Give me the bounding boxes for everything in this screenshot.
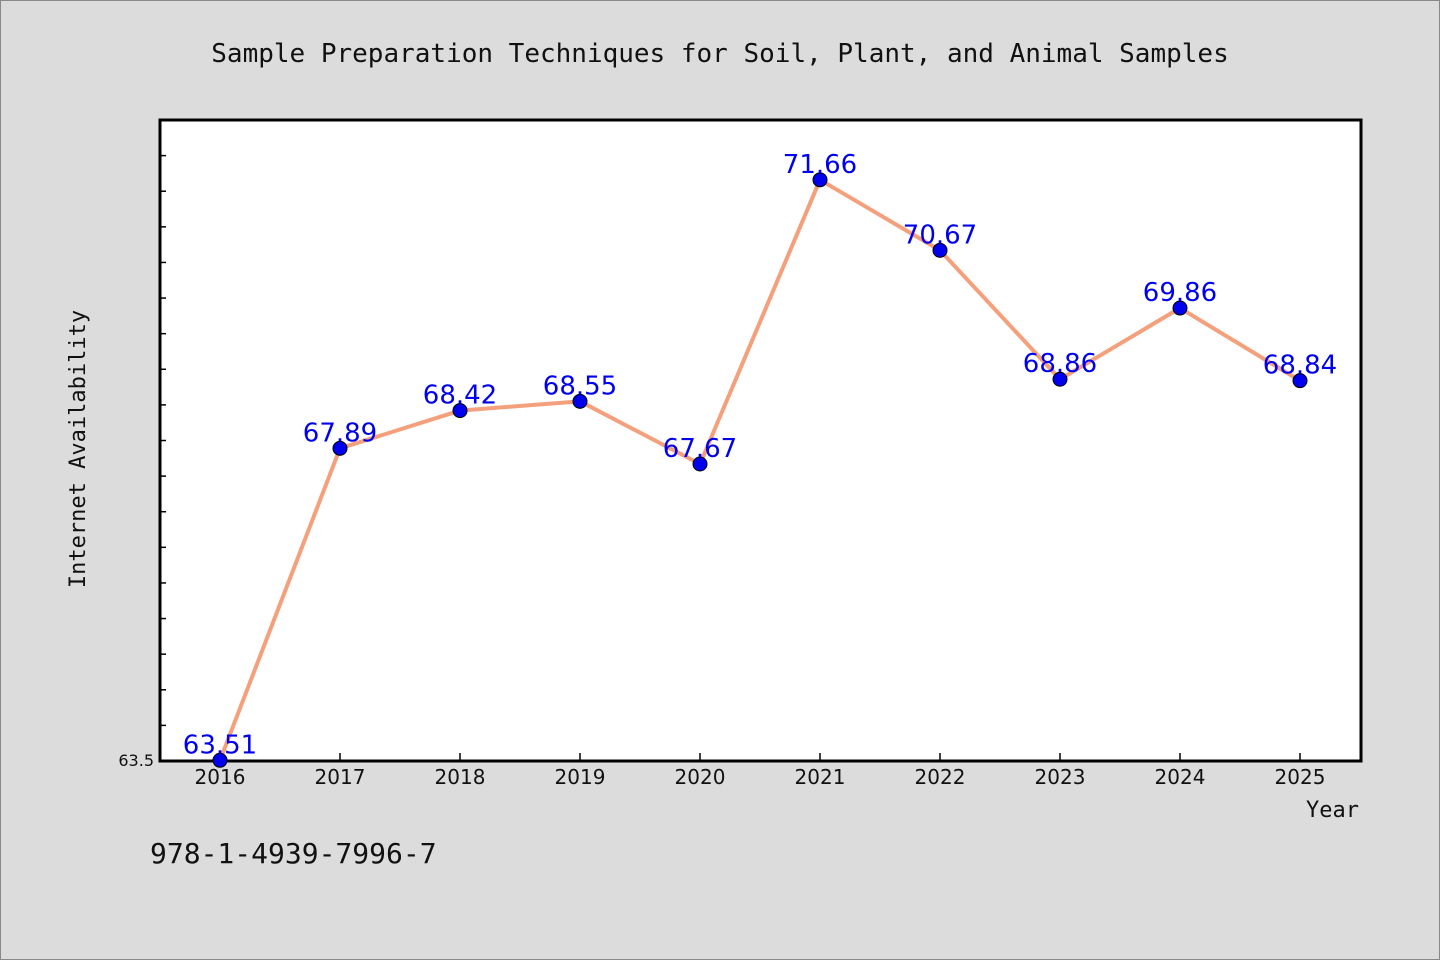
x-tick-label: 2018: [435, 765, 486, 789]
data-point: [692, 456, 708, 472]
chart-title: Sample Preparation Techniques for Soil, …: [211, 39, 1228, 69]
x-tick-label: 2020: [675, 765, 726, 789]
data-label: 67.67: [663, 434, 737, 464]
series-0: 63.51 67.89 68.42 68.55 67.67 71.66 70.67 68.86…: [183, 150, 1337, 768]
data-label: 71.66: [783, 150, 857, 180]
data-label: 69.86: [1143, 278, 1217, 308]
data-point: [572, 393, 588, 409]
data-label: 67.89: [303, 418, 377, 448]
data-point: [452, 403, 468, 419]
data-point: [1292, 373, 1308, 389]
x-tick-label: 2017: [315, 765, 366, 789]
y-axis-title: Internet Availability: [66, 310, 91, 588]
data-point: [212, 752, 228, 768]
data-point: [1052, 371, 1068, 387]
data-point: [932, 242, 948, 258]
x-tick-label: 2023: [1035, 765, 1086, 789]
x-tick-label: 2025: [1275, 765, 1326, 789]
footnote: 978-1-4939-7996-7: [150, 837, 437, 870]
x-axis-ticks: 2016 2017 2018 2019 2020 2021 2022 2023 2024 2025: [195, 753, 1326, 789]
data-label: 63.51: [183, 730, 257, 760]
data-label: 68.55: [543, 371, 617, 401]
data-point: [812, 172, 828, 188]
series-line: [218, 177, 1302, 762]
data-label: 70.67: [903, 220, 977, 250]
x-tick-label: 2024: [1155, 765, 1206, 789]
y-axis-ticks: 63.5: [118, 119, 166, 770]
x-tick-label: 2022: [915, 765, 966, 789]
data-point: [332, 440, 348, 456]
data-label: 68.86: [1023, 349, 1097, 379]
data-label: 68.42: [423, 381, 497, 411]
data-label: 68.84: [1263, 351, 1337, 381]
y-tick-label: 63.5: [118, 751, 154, 770]
x-tick-label: 2019: [555, 765, 606, 789]
x-tick-label: 2016: [195, 765, 246, 789]
x-tick-label: 2021: [795, 765, 846, 789]
data-point: [1172, 300, 1188, 316]
x-axis-title: Year: [1306, 798, 1359, 823]
